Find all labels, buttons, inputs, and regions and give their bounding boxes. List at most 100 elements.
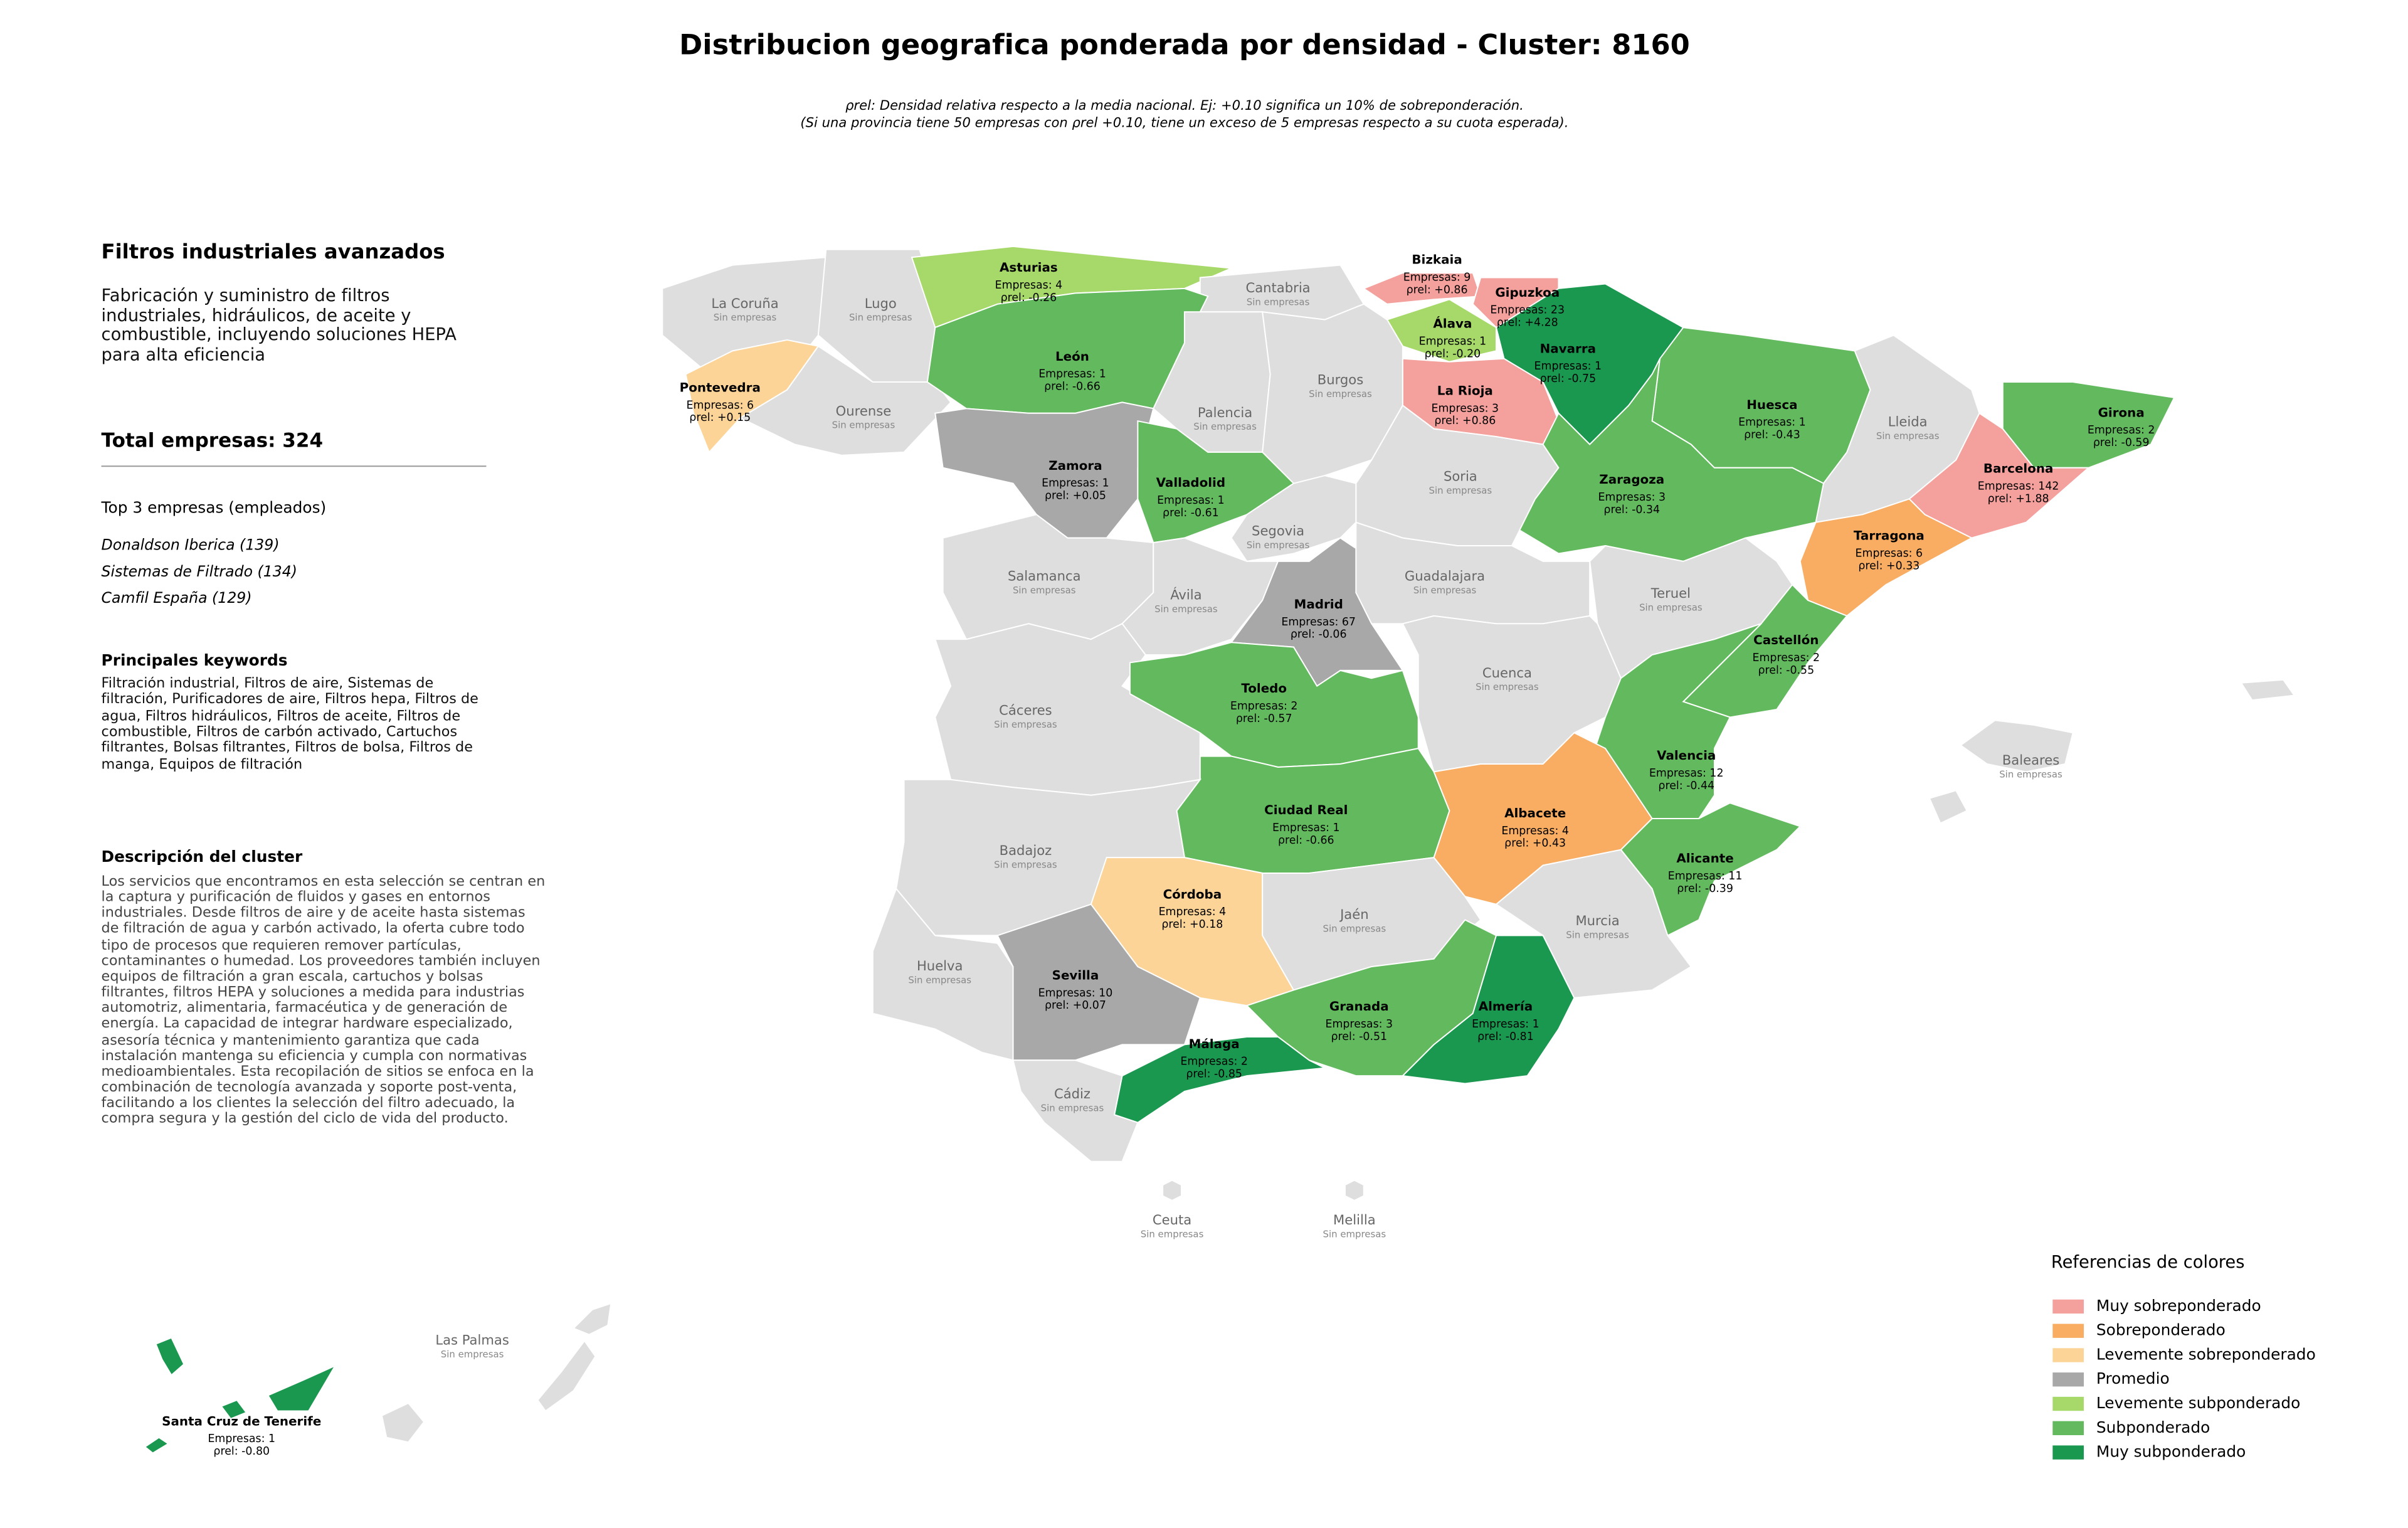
province-rho: ρrel: -0.34 [1603, 504, 1660, 516]
province-name: Pontevedra [680, 381, 761, 395]
province-companies: Empresas: 4 [1159, 906, 1227, 918]
province-rho: ρrel: -0.75 [1540, 373, 1597, 385]
legend-swatch [2052, 1348, 2084, 1362]
province-shape [572, 1302, 612, 1335]
province-status: Sin empresas [1041, 1102, 1104, 1113]
province-rho: ρrel: +0.07 [1045, 999, 1106, 1012]
legend: Muy sobreponderado Sobreponderado Levement… [2052, 1297, 2316, 1461]
legend-label: Sobreponderado [2096, 1321, 2226, 1339]
province-rho: ρrel: -0.55 [1758, 664, 1814, 677]
panel-description: Fabricación y suministro de filtros indu… [101, 287, 457, 365]
legend-title: Referencias de colores [2051, 1253, 2245, 1272]
province-name: Burgos [1318, 372, 1363, 388]
province-rho: ρrel: -0.61 [1163, 507, 1219, 519]
province-shape [1129, 642, 1419, 768]
province-name: Ciudad Real [1264, 803, 1348, 817]
province-name: Baleares [2002, 752, 2059, 768]
province-shape [872, 887, 1014, 1061]
province-companies: Empresas: 3 [1432, 402, 1499, 415]
province-shape [267, 1364, 337, 1412]
province-rho: ρrel: -0.57 [1236, 713, 1292, 725]
province-companies: Empresas: 9 [1403, 272, 1471, 284]
province-name: Sevilla [1052, 968, 1099, 983]
province-companies: Empresas: 2 [1230, 700, 1298, 713]
province-status: Sin empresas [1193, 421, 1257, 432]
province-name: Santa Cruz de Tenerife [162, 1414, 321, 1428]
province-rho: ρrel: -0.81 [1477, 1031, 1534, 1043]
province-rho: ρrel: -0.66 [1278, 834, 1334, 847]
province-companies: Empresas: 11 [1668, 870, 1743, 883]
province-shape [1908, 412, 2091, 539]
province-name: Jaén [1339, 906, 1369, 922]
keywords: Filtración industrial, Filtros de aire, … [101, 676, 478, 773]
province-name: León [1055, 349, 1089, 364]
total: Total empresas: 324 [102, 430, 324, 452]
province-name: Badajoz [1000, 842, 1052, 858]
province-name: Tarragona [1854, 529, 1925, 543]
province-name: Valencia [1657, 748, 1716, 763]
province-name: Cantabria [1245, 280, 1310, 295]
province-companies: Empresas: 1 [1157, 494, 1225, 507]
province-status: Sin empresas [441, 1349, 504, 1360]
province-status: Sin empresas [849, 312, 912, 323]
subtitle: ρrel: Densidad relativa respecto a la me… [845, 97, 1524, 113]
province-rho: ρrel: +0.05 [1045, 490, 1106, 502]
province-rho: ρrel: -0.20 [1425, 348, 1481, 360]
province-companies: Empresas: 10 [1038, 987, 1113, 999]
province-rho: ρrel: +0.15 [689, 411, 751, 424]
province-companies: Empresas: 6 [686, 399, 754, 411]
province-status: Sin empresas [1309, 388, 1372, 400]
legend-label: Muy subponderado [2096, 1443, 2246, 1461]
province-shape [739, 345, 952, 456]
province-name: Gipuzkoa [1495, 285, 1560, 300]
province-rho: ρrel: +1.88 [1988, 492, 2049, 505]
province-rho: ρrel: -0.80 [213, 1445, 270, 1458]
province-status: Sin empresas [1013, 585, 1076, 596]
province-status: Sin empresas [1876, 430, 1940, 442]
province-companies: Empresas: 142 [1978, 480, 2059, 493]
province-shape [1928, 790, 1968, 824]
province-name: Salamanca [1008, 568, 1081, 584]
province-name: Cáceres [999, 702, 1052, 718]
province-companies: Empresas: 1 [1534, 360, 1602, 373]
legend-label: Subponderado [2096, 1418, 2210, 1436]
cluster-box: Los servicios que encontramos en esta se… [102, 874, 546, 1127]
province-companies: Empresas: 12 [1649, 767, 1724, 780]
legend-swatch [2052, 1396, 2084, 1411]
province-companies: Empresas: 2 [1180, 1056, 1248, 1068]
province-shape [1402, 615, 1622, 773]
province-status: Sin empresas [1476, 681, 1539, 692]
subtitle: (Si una provincia tiene 50 empresas con … [800, 114, 1568, 130]
province-shape [1344, 1179, 1365, 1202]
province-shape [1519, 358, 1825, 562]
province-companies: Empresas: 1 [1042, 477, 1109, 490]
province-name: Asturias [1000, 260, 1058, 275]
map [144, 245, 2296, 1454]
province-status: Sin empresas [1247, 296, 1310, 307]
province-rho: ρrel: -0.39 [1677, 883, 1733, 895]
province-rho: ρrel: -0.59 [2093, 437, 2150, 449]
province-name: La Rioja [1437, 383, 1493, 398]
province-shape [1401, 935, 1575, 1085]
province-name: Palencia [1198, 405, 1252, 420]
province-rho: ρrel: -0.26 [1001, 292, 1057, 304]
province-rho: ρrel: -0.44 [1658, 780, 1714, 792]
province-name: Guadalajara [1405, 568, 1485, 584]
province-companies: Empresas: 4 [995, 279, 1063, 292]
province-name: Las Palmas [435, 1332, 509, 1348]
top-company: Camfil España (129) [102, 589, 252, 607]
province-rho: ρrel: -0.85 [1186, 1068, 1242, 1081]
province-name: Madrid [1294, 597, 1343, 612]
province-name: Melilla [1333, 1212, 1376, 1228]
cluster-heading: Descripción del cluster [102, 847, 303, 866]
province-name: Soria [1444, 469, 1477, 484]
province-companies: Empresas: 3 [1598, 491, 1666, 504]
province-shape [996, 903, 1201, 1061]
province-name: Huelva [917, 958, 963, 974]
province-rho: ρrel: +0.86 [1434, 415, 1496, 427]
province-name: Bizkaia [1412, 253, 1462, 267]
province-shape [2240, 679, 2296, 701]
province-name: Murcia [1575, 913, 1619, 928]
